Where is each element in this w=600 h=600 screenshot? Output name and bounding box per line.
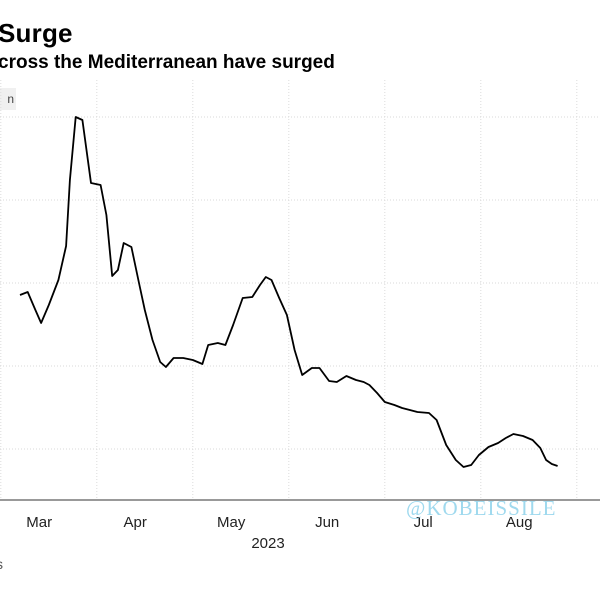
x-tick-label: Aug (506, 514, 533, 531)
x-tick-label: Mar (26, 514, 52, 531)
x-tick-label: Jul (414, 514, 433, 531)
x-tick-label: Jun (315, 514, 339, 531)
x-tick-label: Apr (124, 514, 147, 531)
chart-subtitle: cross the Mediterranean have surged (0, 52, 335, 73)
x-year-label: 2023 (251, 535, 284, 552)
unit-label: n (0, 88, 16, 110)
x-tick-label: May (217, 514, 246, 531)
watermark: @KOBEISSILE (406, 496, 557, 520)
chart-title: Surge (0, 18, 73, 48)
source-label: s (0, 556, 3, 572)
series-line (19, 116, 558, 468)
